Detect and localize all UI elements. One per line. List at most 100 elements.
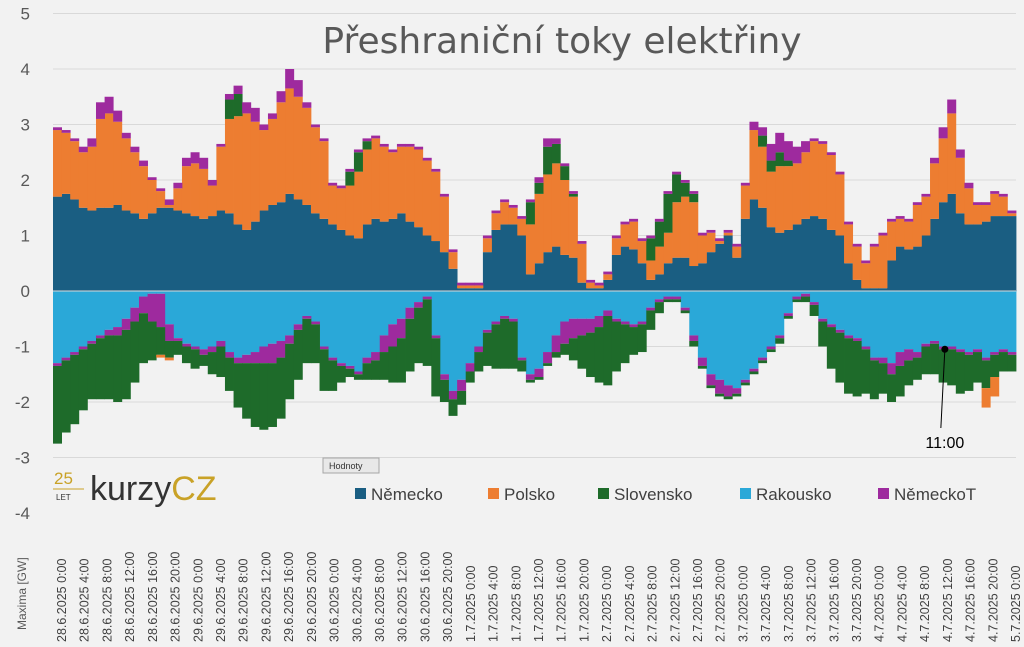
bar-segment bbox=[233, 93, 243, 117]
bar-segment bbox=[199, 349, 209, 355]
bar-segment bbox=[439, 379, 449, 402]
bar-segment bbox=[121, 329, 131, 400]
bar-segment bbox=[207, 346, 217, 353]
bar-segment bbox=[250, 221, 260, 292]
bar-segment bbox=[414, 307, 424, 364]
bar-segment bbox=[964, 352, 974, 355]
bar-segment bbox=[973, 224, 983, 291]
bar-segment bbox=[998, 216, 1008, 291]
bar-segment bbox=[740, 291, 750, 380]
bar-segment bbox=[706, 374, 716, 386]
bar-segment bbox=[766, 171, 776, 228]
bar-segment bbox=[388, 152, 398, 219]
bar-segment bbox=[156, 354, 166, 358]
bar-segment bbox=[448, 399, 458, 416]
hodnoty-field-button[interactable]: Hodnoty bbox=[322, 457, 380, 474]
bar-segment bbox=[955, 352, 965, 394]
bar-segment bbox=[181, 157, 191, 167]
bar-segment bbox=[345, 171, 355, 186]
bar-segment bbox=[207, 352, 217, 375]
bar-segment bbox=[405, 146, 415, 222]
bar-segment bbox=[431, 338, 441, 397]
bar-segment bbox=[560, 291, 570, 322]
bar-segment bbox=[285, 335, 295, 344]
bar-segment bbox=[371, 135, 381, 139]
bar-segment bbox=[715, 393, 725, 397]
bar-segment bbox=[310, 124, 320, 128]
bar-segment bbox=[689, 191, 699, 194]
bar-segment bbox=[431, 168, 441, 172]
bar-segment bbox=[233, 291, 243, 358]
bar-segment bbox=[594, 288, 604, 291]
bar-segment bbox=[990, 377, 1000, 397]
bar-segment bbox=[517, 235, 527, 291]
bar-segment bbox=[95, 338, 105, 400]
legend-swatch bbox=[355, 488, 366, 499]
bar-segment bbox=[568, 338, 578, 361]
bar-segment bbox=[396, 338, 406, 383]
bar-segment bbox=[663, 191, 673, 194]
bar-segment bbox=[689, 193, 699, 203]
legend-swatch bbox=[488, 488, 499, 499]
bar-segment bbox=[216, 340, 226, 347]
bar-segment bbox=[654, 218, 664, 222]
bar-segment bbox=[138, 160, 148, 167]
bar-segment bbox=[113, 110, 123, 122]
bar-segment bbox=[405, 291, 415, 308]
bar-segment bbox=[895, 218, 905, 247]
bar-segment bbox=[895, 291, 905, 353]
bar-segment bbox=[826, 229, 836, 291]
x-tick-label: 29.6.2025 12:00 bbox=[259, 552, 273, 642]
bar-segment bbox=[964, 291, 974, 353]
bar-segment bbox=[551, 143, 561, 164]
bar-segment bbox=[121, 210, 131, 291]
bar-segment bbox=[482, 235, 492, 239]
bar-segment bbox=[620, 291, 630, 322]
bar-segment bbox=[998, 196, 1008, 217]
bar-segment bbox=[491, 291, 501, 322]
bar-segment bbox=[233, 363, 243, 408]
bar-segment bbox=[534, 263, 544, 291]
bar-segment bbox=[560, 180, 570, 255]
bar-segment bbox=[964, 354, 974, 391]
bar-segment bbox=[921, 235, 931, 291]
bar-segment bbox=[216, 346, 226, 378]
bar-segment bbox=[654, 246, 664, 275]
bar-segment bbox=[173, 182, 183, 189]
bar-segment bbox=[147, 177, 157, 180]
x-tick-label: 1.7.2025 20:00 bbox=[577, 559, 591, 642]
bar-segment bbox=[173, 188, 183, 211]
x-tick-label: 3.7.2025 0:00 bbox=[736, 565, 750, 642]
bar-segment bbox=[1007, 210, 1017, 214]
bar-segment bbox=[775, 132, 785, 153]
bar-segment bbox=[474, 346, 484, 353]
bar-segment bbox=[138, 291, 148, 297]
chart-title: Přeshraniční toky elektřiny bbox=[322, 21, 801, 62]
bar-segment bbox=[147, 180, 157, 214]
x-tick-label: 5.7.2025 0:00 bbox=[1009, 565, 1023, 642]
bar-segment bbox=[551, 335, 561, 353]
bar-segment bbox=[861, 263, 871, 289]
x-tick-label: 28.6.2025 0:00 bbox=[55, 559, 69, 642]
bar-segment bbox=[138, 313, 148, 364]
bar-segment bbox=[620, 221, 630, 225]
bar-segment bbox=[878, 291, 888, 358]
bar-segment bbox=[818, 141, 828, 144]
bar-segment bbox=[353, 171, 363, 239]
x-tick-label: 1.7.2025 12:00 bbox=[532, 559, 546, 642]
bar-segment bbox=[422, 296, 432, 300]
bar-segment bbox=[818, 291, 828, 319]
bar-segment bbox=[620, 324, 630, 364]
bar-segment bbox=[259, 124, 269, 131]
bar-segment bbox=[345, 365, 355, 369]
bar-segment bbox=[104, 207, 114, 291]
x-tick-label: 28.6.2025 4:00 bbox=[78, 559, 92, 642]
y-tick-label: -4 bbox=[15, 504, 30, 523]
bar-segment bbox=[938, 138, 948, 203]
bar-segment bbox=[998, 352, 1008, 372]
bar-segment bbox=[414, 146, 424, 150]
bar-segment bbox=[293, 199, 303, 291]
bar-segment bbox=[792, 224, 802, 291]
bar-segment bbox=[912, 202, 922, 205]
bar-segment bbox=[895, 216, 905, 219]
